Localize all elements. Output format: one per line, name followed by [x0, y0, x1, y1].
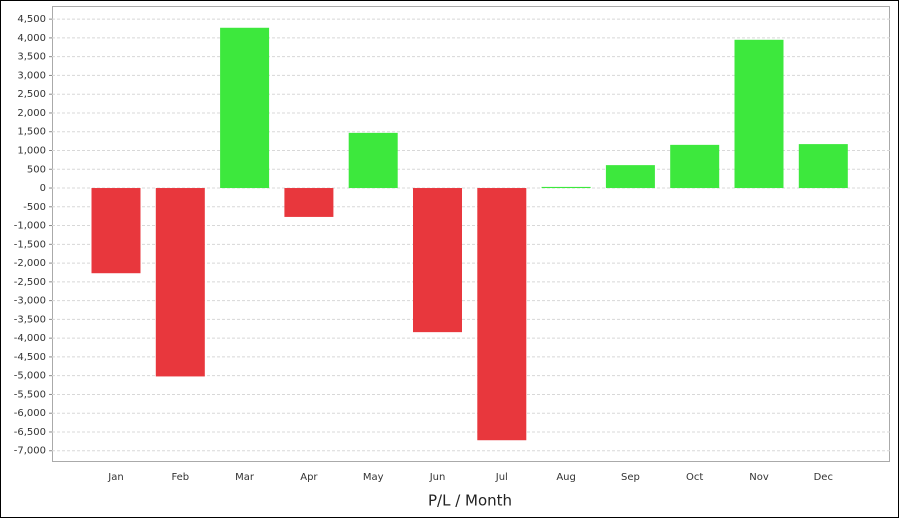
y-tick-label: -500 [23, 202, 46, 213]
bar [348, 132, 398, 189]
x-tick-label: Apr [300, 472, 318, 483]
y-tick-label: -4,000 [14, 333, 46, 344]
bar [477, 188, 527, 441]
y-tick-label: -3,500 [14, 314, 46, 325]
bar [220, 27, 270, 189]
x-tick-label: May [363, 472, 384, 483]
y-tick-label: -6,000 [14, 408, 46, 419]
bar [734, 39, 784, 189]
x-tick-label: Mar [235, 472, 255, 483]
y-tick-label: 2,000 [17, 108, 46, 119]
y-tick-label: 1,000 [17, 145, 46, 156]
y-tick-label: -5,000 [14, 371, 46, 382]
y-tick-label: -4,500 [14, 352, 46, 363]
y-tick-label: -5,500 [14, 389, 46, 400]
y-tick-label: 3,500 [17, 52, 46, 63]
bar [670, 144, 720, 189]
bar [541, 186, 591, 189]
bar [155, 188, 205, 377]
x-tick-label: Dec [814, 472, 833, 483]
x-tick-label: Feb [171, 472, 189, 483]
y-tick-label: -2,000 [14, 258, 46, 269]
bar [91, 188, 141, 274]
x-axis-title: P/L / Month [428, 492, 512, 510]
y-tick-label: -3,000 [14, 296, 46, 307]
y-tick-label: 3,000 [17, 70, 46, 81]
y-tick-label: 4,500 [17, 14, 46, 25]
x-tick-label: Jun [429, 472, 446, 483]
x-tick-label: Jul [495, 472, 508, 483]
bar [413, 188, 462, 333]
x-tick-label: Nov [749, 472, 769, 483]
y-tick-label: -1,000 [14, 221, 46, 232]
y-tick-label: -1,500 [14, 239, 46, 250]
x-tick-label: Aug [556, 472, 576, 483]
y-tick-label: 500 [27, 164, 46, 175]
y-tick-label: 4,000 [17, 33, 46, 44]
x-tick-label: Oct [686, 472, 703, 483]
y-tick-label: 0 [40, 183, 46, 194]
x-tick-label: Sep [621, 472, 640, 483]
y-tick-label: -2,500 [14, 277, 46, 288]
bar [605, 165, 655, 189]
y-tick-label: 1,500 [17, 127, 46, 138]
bar [798, 144, 848, 189]
y-tick-label: 2,500 [17, 89, 46, 100]
x-tick-label: Jan [107, 472, 123, 483]
y-tick-label: -6,500 [14, 427, 46, 438]
bar [284, 188, 334, 217]
y-tick-label: -7,000 [14, 446, 46, 457]
